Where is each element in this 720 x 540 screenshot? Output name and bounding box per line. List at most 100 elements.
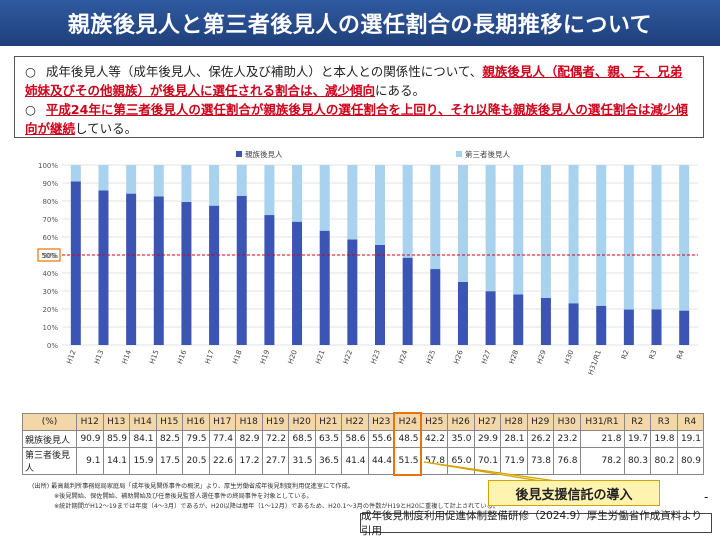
table-cell: 90.9 — [76, 430, 104, 448]
table-cell: 82.5 — [155, 430, 183, 448]
reference-label-box — [37, 248, 61, 262]
summary-line-1: ○ 成年後見人等（成年後見人、保佐人及び補助人）と本人との関係性について、親族後見… — [25, 62, 693, 100]
bar-segment — [153, 165, 164, 197]
title-bar: 親族後見人と第三者後見人の選任割合の長期推移について — [0, 0, 720, 46]
bar-segment — [430, 269, 441, 345]
bar-segment — [98, 190, 109, 345]
table-cell: 31.5 — [288, 447, 316, 475]
table-cell: 20.5 — [182, 447, 210, 475]
x-tick-label: H31/R1 — [587, 349, 603, 376]
table-cell: 57.8 — [420, 447, 448, 475]
table-cell: 70.1 — [473, 447, 501, 475]
legend-swatch — [456, 151, 462, 157]
table-cell: 72.2 — [261, 430, 289, 448]
dash-mark: - — [704, 490, 709, 504]
x-tick-label: H26 — [452, 348, 465, 365]
table-col-header: H17 — [208, 413, 236, 431]
bar-segment — [319, 165, 330, 231]
table-cell: 82.9 — [235, 430, 263, 448]
table-col-header: R4 — [676, 413, 704, 431]
table-cell: 17.5 — [155, 447, 183, 475]
table-cell: 58.6 — [341, 430, 369, 448]
table-cell: 15.9 — [129, 447, 157, 475]
table-cell: 48.5 — [394, 430, 422, 448]
bar-segment — [209, 205, 220, 345]
note-period: ※統計期間がH12～19までは年度（4～3月）であるが、H20以降は暦年（1～1… — [54, 503, 499, 510]
table-col-header: H31/R1 — [579, 413, 625, 431]
table-cell: 29.9 — [473, 430, 501, 448]
x-tick-label: H21 — [314, 349, 326, 365]
x-tick-label: R4 — [675, 348, 686, 360]
table-cell: 9.1 — [76, 447, 104, 475]
table-col-header: H27 — [473, 413, 501, 431]
bar-segment — [347, 239, 358, 345]
reference-label: 50% — [41, 252, 57, 260]
bar-segment — [209, 165, 220, 206]
x-tick-label: H29 — [535, 349, 547, 365]
legend-swatch — [236, 151, 242, 157]
bar-segment — [126, 193, 137, 345]
table-cell: 80.2 — [650, 447, 678, 475]
table-cell: 77.4 — [208, 430, 236, 448]
y-tick-label: 70% — [42, 216, 58, 224]
y-tick-label: 80% — [42, 198, 58, 206]
bar-segment — [402, 257, 413, 345]
table-col-header: H26 — [447, 413, 475, 431]
table-col-header: H28 — [500, 413, 528, 431]
x-tick-label: H12 — [65, 349, 77, 365]
table-cell: 27.7 — [261, 447, 289, 475]
bar-segment — [70, 165, 81, 182]
table-col-header: H13 — [102, 413, 130, 431]
y-tick-label: 20% — [42, 306, 58, 314]
y-tick-label: 90% — [42, 180, 58, 188]
y-tick-label: 30% — [42, 288, 58, 296]
table-row-kinship: 親族後見人 90.9 85.9 84.1 82.5 79.5 77.4 82.9 72.2 68… — [22, 430, 704, 448]
bar-segment — [347, 165, 358, 240]
table-cell: 65.0 — [447, 447, 475, 475]
bar-segment — [485, 165, 496, 292]
table-cell: 71.9 — [500, 447, 528, 475]
x-tick-label: H17 — [204, 349, 216, 365]
bar-segment — [651, 165, 662, 310]
bar-segment — [292, 221, 303, 345]
table-col-header: H15 — [155, 413, 183, 431]
table-row-label-kinship: 親族後見人 — [22, 430, 77, 448]
summary-1-pre: 成年後見人等（成年後見人、保佐人及び補助人）と本人との関係性について、 — [45, 64, 483, 79]
bar-segment — [126, 165, 137, 194]
table-cell: 19.8 — [650, 430, 678, 448]
y-tick-label: 0% — [47, 342, 58, 350]
bar-segment — [513, 294, 524, 345]
bar-segment — [623, 165, 634, 310]
bar-segment — [181, 165, 192, 202]
table-col-header: H29 — [526, 413, 554, 431]
bar-segment — [457, 282, 468, 345]
table-cell: 76.8 — [553, 447, 581, 475]
bullet-2: ○ — [25, 102, 36, 117]
page-title: 親族後見人と第三者後見人の選任割合の長期推移について — [67, 13, 653, 38]
note-scope: ※後見開始、保佐開始、補助開始及び任意後見監督人選任事件の終局事件を対象としてい… — [54, 493, 313, 500]
table-cell: 26.2 — [526, 430, 554, 448]
data-table: (%) H12 H13 H14 H15 H16 H17 H18 H19 H20 H21 H22 H23… — [22, 413, 704, 475]
bar-segment — [679, 310, 690, 345]
table-cell: 17.2 — [235, 447, 263, 475]
table-cell: 80.9 — [676, 447, 704, 475]
bar-segment — [292, 165, 303, 222]
bar-segment — [70, 181, 81, 345]
x-tick-label: H23 — [370, 349, 382, 365]
bar-segment — [264, 165, 275, 216]
bullet-1: ○ — [25, 64, 36, 79]
table-header-row: (%) H12 H13 H14 H15 H16 H17 H18 H19 H20 H21 H22 H23… — [22, 413, 704, 431]
table-cell: 73.8 — [526, 447, 554, 475]
table-cell: 80.3 — [623, 447, 651, 475]
table-col-header: H22 — [341, 413, 369, 431]
table-col-header: H21 — [314, 413, 342, 431]
table-cell: 51.5 — [394, 447, 422, 475]
bar-segment — [264, 215, 275, 345]
bar-segment — [181, 201, 192, 345]
table-cell: 35.0 — [447, 430, 475, 448]
table-cell: 44.4 — [367, 447, 395, 475]
summary-1-highlight: 親族後見人（配偶者、親、子、兄弟姉妹及びその他親族）が後見人に選任される割合は、… — [25, 64, 683, 98]
legend-label: 親族後見人 — [245, 149, 283, 159]
bar-segment — [98, 165, 109, 191]
